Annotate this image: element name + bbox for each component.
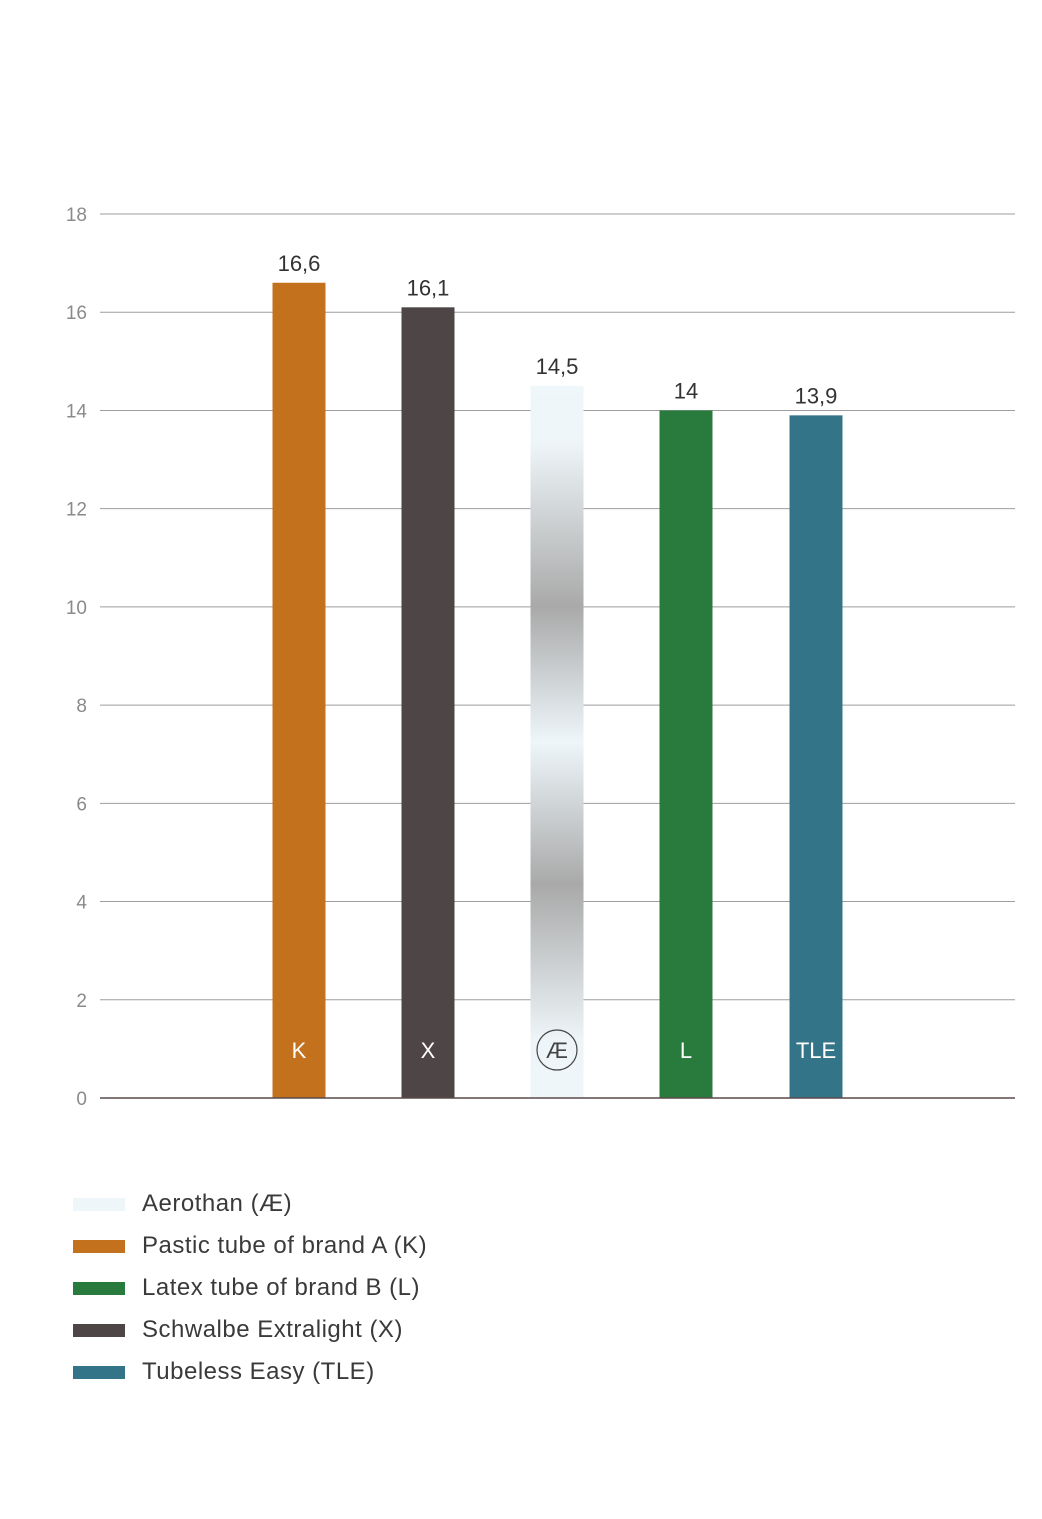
value-labels: 16,6 16,1 14,5 14 13,9 xyxy=(278,251,838,409)
category-label: X xyxy=(421,1038,436,1063)
data-label: 13,9 xyxy=(795,383,838,408)
category-label: Æ xyxy=(546,1038,568,1063)
bar-l xyxy=(659,410,713,1098)
bar-ae xyxy=(530,385,584,1098)
legend: Aerothan (Æ) Pastic tube of brand A (K) La… xyxy=(73,1183,427,1393)
bar-code-labels: K X Æ L TLE xyxy=(292,1029,836,1071)
legend-item: Aerothan (Æ) xyxy=(73,1183,427,1225)
y-tick-label: 0 xyxy=(76,1089,87,1110)
legend-label: Pastic tube of brand A (K) xyxy=(142,1232,428,1259)
data-label: 14,5 xyxy=(536,354,579,379)
legend-swatch xyxy=(73,1239,125,1253)
legend-label: Aerothan (Æ) xyxy=(142,1190,293,1217)
bar-k xyxy=(272,282,326,1098)
category-label: L xyxy=(680,1038,692,1063)
data-label: 16,6 xyxy=(278,251,321,276)
legend-swatch xyxy=(73,1281,125,1295)
category-label: TLE xyxy=(796,1038,836,1063)
y-tick-label: 12 xyxy=(66,500,87,521)
legend-label: Schwalbe Extralight (X) xyxy=(142,1316,403,1343)
bars xyxy=(272,282,843,1098)
data-label: 16,1 xyxy=(407,275,450,300)
y-tick-label: 16 xyxy=(66,303,87,324)
y-tick-label: 10 xyxy=(66,598,87,619)
legend-item: Pastic tube of brand A (K) xyxy=(73,1225,427,1267)
y-axis-ticks: 0 2 4 6 8 10 12 14 16 18 xyxy=(66,205,88,1110)
y-tick-label: 6 xyxy=(76,794,87,815)
y-tick-label: 18 xyxy=(66,205,87,226)
bar-x xyxy=(401,307,455,1098)
y-tick-label: 8 xyxy=(76,696,87,717)
legend-item: Schwalbe Extralight (X) xyxy=(73,1309,427,1351)
legend-swatch xyxy=(73,1365,125,1379)
legend-item: Latex tube of brand B (L) xyxy=(73,1267,427,1309)
data-label: 14 xyxy=(674,378,698,403)
bar-tle xyxy=(789,415,843,1098)
legend-item: Tubeless Easy (TLE) xyxy=(73,1351,427,1393)
aerothan-logo-circle xyxy=(536,1029,578,1071)
y-tick-label: 4 xyxy=(76,893,87,914)
legend-label: Tubeless Easy (TLE) xyxy=(142,1358,375,1385)
y-tick-label: 2 xyxy=(76,991,87,1012)
category-label: K xyxy=(292,1038,307,1063)
y-tick-label: 14 xyxy=(66,401,88,422)
legend-label: Latex tube of brand B (L) xyxy=(142,1274,420,1301)
legend-swatch xyxy=(73,1323,125,1337)
legend-swatch xyxy=(73,1197,125,1211)
bar-chart: 0 2 4 6 8 10 12 14 16 18 16,6 16,1 14,5 14 13,9 K X Æ L T… xyxy=(66,205,1015,1110)
